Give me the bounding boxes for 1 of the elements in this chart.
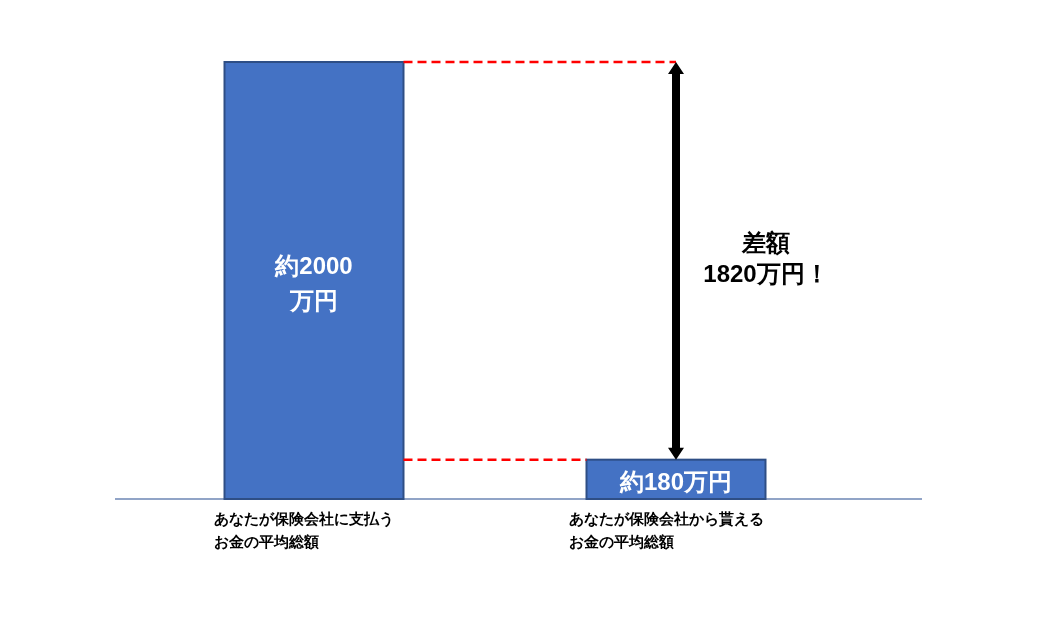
annotation: 差額 1820万円！ <box>703 228 829 287</box>
